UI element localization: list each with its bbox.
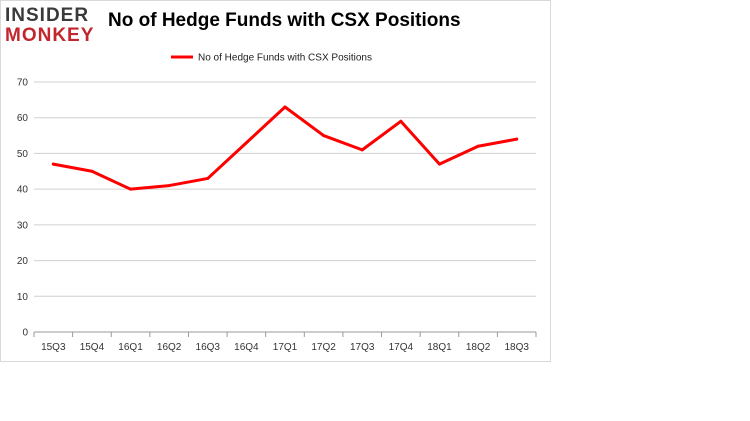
logo-line-2: MONKEY [5,25,95,46]
data-point [51,162,55,166]
x-tick-label: 16Q3 [196,342,221,353]
insider-monkey-logo: INSIDER MONKEY [5,6,99,48]
x-tick-label: 17Q3 [350,342,375,353]
line-chart: 0 10 20 30 40 50 60 70 15Q3 15Q4 16Q1 16Q2 16Q3 16Q4 1… [17,53,537,353]
legend-label: No of Hedge Funds with CSX Positions [198,53,372,64]
y-tick-label: 10 [17,292,29,303]
y-tick-label: 30 [17,220,29,231]
data-point [129,187,133,191]
x-tick-label: 16Q2 [157,342,182,353]
data-point [90,169,94,173]
data-point [206,176,210,180]
chart-title: No of Hedge Funds with CSX Positions [108,10,461,31]
x-tick-label: 17Q4 [389,342,414,353]
data-point [167,184,171,188]
data-point [360,148,364,152]
x-tick-label: 16Q4 [234,342,259,353]
data-point [437,162,441,166]
series-line [51,105,519,191]
x-tick-label: 16Q1 [118,342,143,353]
data-point [476,144,480,148]
data-point [399,119,403,123]
x-tick-label: 17Q2 [311,342,336,353]
x-tick-label: 18Q3 [504,342,529,353]
y-tick-label: 70 [17,78,29,89]
data-point [283,105,287,109]
y-tick-label: 0 [22,328,28,339]
y-tick-label: 60 [17,113,29,124]
data-point [244,141,248,145]
x-tick-label: 18Q2 [466,342,491,353]
x-tick-label: 17Q1 [273,342,298,353]
y-tick-label: 40 [17,185,29,196]
logo-line-1: INSIDER [5,5,90,26]
chart-frame: INSIDER MONKEY No of Hedge Funds with CS… [0,0,551,362]
x-tick-label: 18Q1 [427,342,452,353]
data-point [515,137,519,141]
x-tick-label: 15Q4 [80,342,105,353]
y-tick-label: 50 [17,149,29,160]
y-tick-label: 20 [17,256,29,267]
data-point [322,134,326,138]
x-tick-label: 15Q3 [41,342,66,353]
